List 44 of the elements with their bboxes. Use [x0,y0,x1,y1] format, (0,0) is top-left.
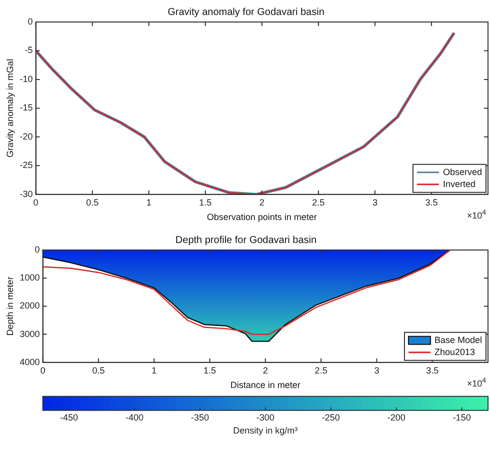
x-tick-label: 3 [374,365,380,376]
x-tick-label: 2.5 [314,365,328,376]
y-tick-label: -15 [20,102,33,113]
x-tick-label: 2.5 [312,197,325,208]
x-tick-label: 3.5 [425,197,438,208]
color-bar-label: -250 [322,412,340,422]
x-tick-label: 2 [262,365,268,376]
y-tick-label: 2000 [20,300,40,311]
x-tick-label: 0.5 [92,365,105,376]
x-axis-title: Distance in meter [230,380,300,390]
y-tick-label: 3000 [20,328,40,339]
y-tick-label: -20 [20,131,33,142]
y-tick-label: -30 [20,188,33,199]
chart-title: Gravity anomaly for Godavari basin [168,6,324,18]
y-axis-title: Gravity anomaly in mGal [4,58,15,158]
x-tick-label: 3 [372,197,378,208]
color-bar-title: Density in kg/m³ [233,425,298,436]
chart-title: Depth profile for Godavari basin [175,234,317,246]
y-tick-label: -5 [24,45,33,56]
legend-label: Inverted [442,178,476,189]
x-tick-label: 1 [152,365,157,376]
color-bar-label: -200 [387,412,406,422]
x-tick-label: 1.5 [199,197,212,208]
legend-label: Base Model [434,334,482,345]
color-bar-label: -150 [452,412,471,422]
y-tick-label: 0 [34,244,40,254]
color-bar-label: -450 [60,412,78,422]
color-bar-label: -300 [256,412,274,422]
x-tick-label: 3.5 [426,365,439,376]
y-tick-label: -10 [20,74,33,84]
x-tick-label: 1 [146,197,152,208]
x-axis-title: Observation points in meter [206,212,317,222]
x-tick-label: 1.5 [204,365,216,376]
y-tick-label: 1000 [20,272,40,283]
legend-label: Zhou2013 [434,346,476,357]
x-tick-label: 0.5 [86,197,99,208]
color-bar-label: -350 [190,412,209,422]
x-tick-label: 2 [259,197,264,208]
y-tick-label: -25 [20,160,33,170]
legend-label: Observed [442,166,482,177]
y-axis-title: Depth in meter [4,276,15,336]
y-tick-label: 4000 [20,356,40,367]
y-tick-label: 0 [28,16,33,26]
color-bar-label: -400 [125,412,144,422]
